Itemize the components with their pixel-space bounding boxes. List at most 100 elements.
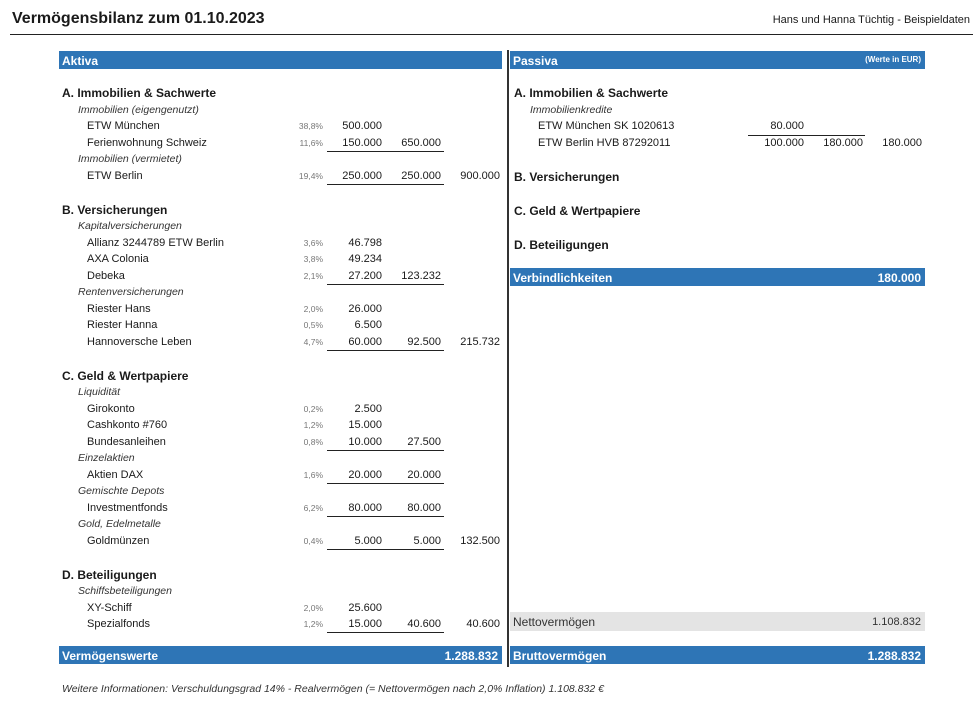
section-total: 900.000 [460,169,500,182]
asset-share: 2,0% [303,303,323,314]
asset-value: 27.200 [348,269,382,282]
asset-value: 26.000 [348,302,382,315]
asset-value: 60.000 [348,335,382,348]
group-heading: Kapitalversicherungen [78,220,182,232]
liabilities-value: 180.000 [877,271,921,285]
passiva-label: Passiva [513,54,558,68]
asset-share: 11,6% [299,137,323,148]
group-heading: Immobilien (eigengenutzt) [78,103,199,116]
group-heading: Gold, Edelmetalle [78,518,161,530]
asset-name: ETW Berlin [87,169,143,182]
asset-value: 46.798 [348,236,382,249]
asset-name: Cashkonto #760 [87,419,168,431]
section-heading: C. Geld & Wertpapiere [514,203,641,218]
asset-name: Bundesanleihen [87,435,166,448]
asset-share: 6,2% [303,502,323,513]
asset-name: Goldmünzen [87,534,150,547]
net-worth-label: Nettovermögen [513,615,596,629]
asset-value: 25.600 [348,601,382,614]
group-heading: Gemischte Depots [78,485,165,497]
asset-name: Ferienwohnung Schweiz [87,136,207,149]
asset-share: 38,8% [298,121,323,131]
aktiva-label: Aktiva [62,54,99,68]
section-total: 180.000 [882,136,922,149]
asset-share: 1,6% [303,469,323,480]
section-heading: A. Immobilien & Sachwerte [514,86,669,100]
group-subtotal: 20.000 [407,468,441,481]
asset-share: 2,0% [303,602,323,613]
group-heading: Einzelaktien [78,452,135,464]
currency-note: (Werte in EUR) [865,55,921,64]
asset-value: 500.000 [342,120,382,132]
asset-value: 6.500 [354,319,382,331]
section-total: 132.500 [460,534,500,547]
group-heading: Immobilien (vermietet) [78,153,182,165]
section-total: 40.600 [466,618,500,630]
group-subtotal: 27.500 [407,435,441,448]
liabilities-bar: Verbindlichkeiten 180.000 [510,268,925,286]
section-total: 215.732 [460,335,500,348]
liability-name: ETW Berlin HVB 87292011 [538,136,671,149]
group-heading: Liquidität [78,386,121,398]
group-subtotal: 80.000 [407,501,441,514]
asset-value: 5.000 [354,534,382,547]
subtotal-underline [327,283,444,285]
group-heading: Schiffsbeteiligungen [78,585,172,597]
group-subtotal: 92.500 [407,335,441,348]
asset-value: 10.000 [348,435,382,448]
asset-name: Riester Hans [87,302,151,315]
asset-name: Riester Hanna [87,319,158,331]
net-worth-value: 1.108.832 [872,616,921,628]
gross-worth-value: 1.288.832 [867,649,921,663]
subtotal-underline [327,349,444,351]
asset-share: 19,4% [298,170,323,181]
footer-info: Weitere Informationen: Verschuldungsgrad… [62,683,604,695]
liability-name: ETW München SK 1020613 [538,120,675,132]
subtotal-underline [327,548,444,550]
asset-share: 1,2% [303,619,323,629]
asset-share: 0,8% [303,436,323,447]
net-worth-bar: Nettovermögen 1.108.832 [510,612,925,631]
asset-name: Debeka [87,269,125,282]
liabilities-label: Verbindlichkeiten [513,271,613,285]
group-heading: Rentenversicherungen [78,286,184,298]
group-subtotal: 650.000 [401,136,441,149]
assets-total-label: Vermögenswerte [62,649,159,663]
column-divider [507,50,509,667]
asset-name: AXA Colonia [87,253,149,265]
asset-share: 3,6% [303,237,323,248]
asset-share: 0,5% [303,320,323,330]
asset-share: 3,8% [303,254,323,264]
gross-worth-label: Bruttovermögen [513,649,607,663]
subtotal-underline [327,150,444,152]
section-heading: B. Versicherungen [514,169,620,184]
group-subtotal: 5.000 [413,534,441,547]
asset-value: 250.000 [342,169,382,182]
asset-value: 49.234 [348,253,382,265]
liability-value: 80.000 [770,120,804,132]
liability-value: 100.000 [764,136,804,149]
subtotal-underline [327,515,444,517]
group-subtotal: 250.000 [401,169,441,182]
subtotal-underline [327,183,444,185]
section-heading: D. Beteiligungen [514,237,609,252]
asset-name: ETW München [87,120,160,132]
asset-share: 0,4% [303,535,323,546]
assets-total-bar: Vermögenswerte 1.288.832 [59,646,502,664]
asset-name: XY-Schiff [87,601,132,614]
subtotal-underline [327,449,444,451]
passiva-header-bar: Passiva (Werte in EUR) [510,51,925,69]
asset-value: 15.000 [348,618,382,630]
section-heading: D. Beteiligungen [62,567,157,582]
group-subtotal: 40.600 [407,618,441,630]
subtotal-underline [327,632,444,633]
header-divider [10,34,973,35]
group-subtotal: 123.232 [401,269,441,282]
asset-share: 1,2% [303,420,323,430]
owner-label: Hans und Hanna Tüchtig - Beispieldaten [772,14,970,26]
group-heading: Immobilienkredite [530,103,613,116]
gross-worth-bar: Bruttovermögen 1.288.832 [510,646,925,664]
section-heading: A. Immobilien & Sachwerte [62,86,217,100]
asset-share: 2,1% [303,270,323,281]
asset-name: Aktien DAX [87,468,144,481]
